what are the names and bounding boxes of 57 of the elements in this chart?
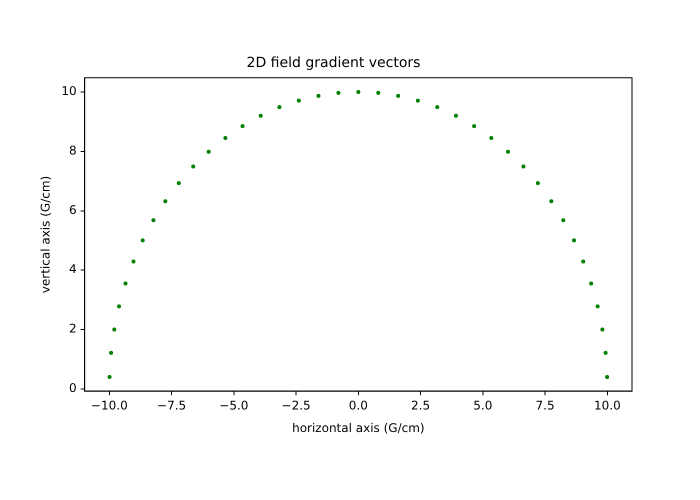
point (163, 199, 168, 204)
y-tick-label: 8 (69, 144, 77, 158)
point (489, 136, 494, 140)
x-tick-label: −5.0 (219, 398, 248, 413)
point (206, 150, 211, 154)
y-tick-label: 10 (61, 84, 77, 98)
x-tick-label: −10.0 (90, 398, 128, 413)
x-tick-label: 5.0 (473, 398, 492, 413)
point (600, 327, 604, 332)
point (581, 260, 586, 264)
point (277, 105, 282, 110)
x-tick-label: 7.5 (536, 398, 555, 413)
point (472, 124, 476, 128)
point (223, 136, 228, 140)
point (549, 199, 554, 204)
point (316, 94, 320, 98)
y-tick-label: 6 (69, 202, 77, 217)
point (605, 374, 610, 379)
point (191, 164, 196, 169)
point (151, 218, 156, 222)
point (572, 238, 576, 242)
point (396, 94, 400, 98)
x-axis-title: horizontal axis (G/cm) (292, 420, 425, 435)
point (176, 181, 181, 186)
x-tick-label: −7.5 (157, 398, 186, 413)
chart-title: 2D field gradient vectors (246, 55, 420, 72)
x-tick-label: −2.5 (282, 398, 311, 413)
point (506, 150, 510, 154)
x-tick-label: 0.0 (348, 398, 368, 413)
point (454, 114, 458, 118)
point (435, 105, 440, 110)
point (376, 90, 380, 95)
point (296, 98, 301, 103)
point (131, 260, 136, 264)
point (561, 218, 566, 222)
point (108, 374, 112, 379)
point (258, 114, 263, 118)
y-tick-label: 2 (69, 322, 77, 336)
x-tick-label: 2.5 (411, 398, 430, 413)
point (112, 327, 116, 332)
point (521, 164, 526, 169)
point (336, 90, 340, 95)
x-tick-label: 10.0 (594, 398, 621, 413)
point (416, 98, 420, 103)
y-tick-label: 0 (69, 380, 77, 395)
y-tick-label: 4 (69, 262, 77, 276)
point (536, 181, 540, 186)
point (596, 304, 600, 308)
point (124, 281, 128, 286)
y-axis-title: vertical axis (G/cm) (38, 176, 52, 294)
point (604, 350, 608, 355)
point (356, 90, 360, 94)
point (117, 304, 122, 308)
point (240, 124, 245, 128)
point (140, 238, 145, 242)
point (109, 350, 114, 355)
point (589, 281, 594, 286)
